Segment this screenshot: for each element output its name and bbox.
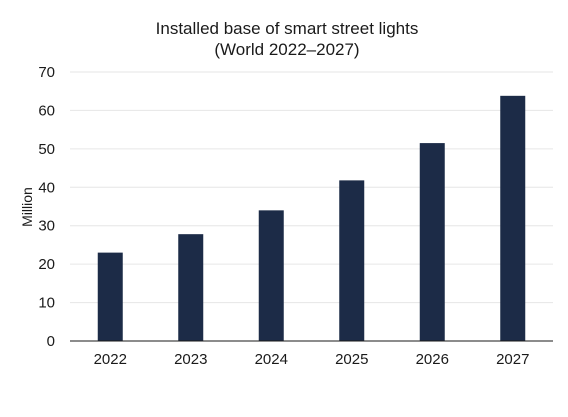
x-tick-label: 2026 — [416, 351, 449, 368]
x-axis-ticks: 2022 2023 2024 2025 2026 2027 — [94, 351, 530, 368]
gridlines — [70, 71, 553, 304]
bar-2025 — [339, 180, 365, 341]
bar-2024 — [258, 210, 284, 341]
y-tick-label: 70 — [38, 64, 55, 81]
y-tick-label: 60 — [38, 102, 55, 119]
chart-subtitle: (World 2022–2027) — [214, 40, 359, 59]
bar-2027 — [500, 95, 526, 341]
chart-title: Installed base of smart street lights — [156, 19, 419, 38]
bar-2023 — [178, 234, 204, 341]
bars — [97, 95, 526, 341]
x-tick-label: 2027 — [496, 351, 529, 368]
bar-2026 — [419, 143, 445, 341]
y-tick-label: 10 — [38, 295, 55, 312]
y-axis-label: Million — [19, 187, 35, 227]
y-tick-label: 40 — [38, 179, 55, 196]
x-tick-label: 2024 — [255, 351, 288, 368]
y-tick-label: 30 — [38, 218, 55, 235]
y-tick-label: 50 — [38, 141, 55, 158]
y-tick-label: 0 — [47, 333, 55, 350]
bar-2022 — [97, 252, 123, 341]
x-tick-label: 2025 — [335, 351, 368, 368]
x-tick-label: 2023 — [174, 351, 207, 368]
y-axis-ticks: 0 10 20 30 40 50 60 70 — [38, 64, 55, 350]
x-tick-label: 2022 — [94, 351, 127, 368]
y-tick-label: 20 — [38, 256, 55, 273]
